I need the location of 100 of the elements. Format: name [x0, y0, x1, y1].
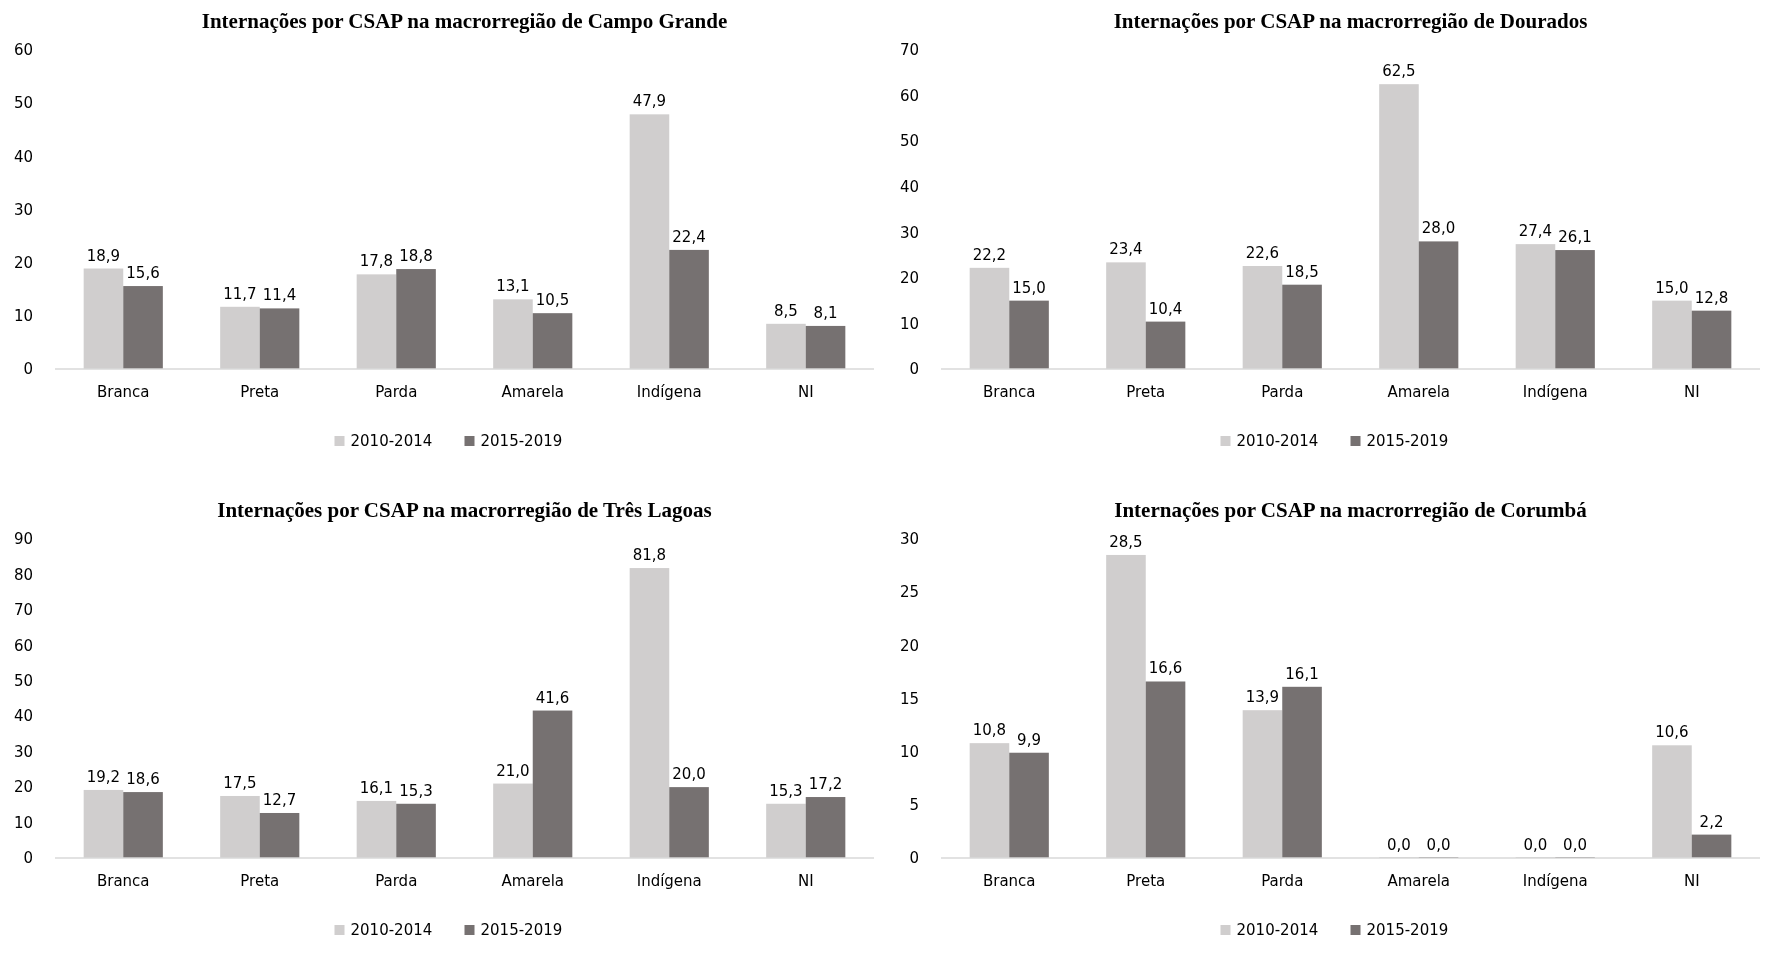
data-label: 13,9: [1245, 688, 1280, 707]
x-tick-label: Preta: [1126, 872, 1166, 890]
data-label: 22,6: [1245, 244, 1280, 263]
data-label: 0,0: [1387, 836, 1411, 854]
y-tick-label: 50: [13, 94, 33, 113]
data-label: 21,0: [496, 761, 530, 780]
y-tick-label: 20: [899, 636, 919, 655]
y-tick-label: 30: [13, 742, 33, 761]
legend-label: 2010-2014: [350, 921, 433, 940]
data-label: 8,5: [774, 301, 798, 320]
chart-title: Internações por CSAP na macrorregião de Três Lagoas: [217, 498, 712, 522]
data-label: 22,4: [672, 227, 706, 246]
x-tick-label: Amarela: [501, 872, 564, 890]
data-label: 22,2: [972, 245, 1007, 264]
data-label: 10,5: [535, 291, 570, 310]
y-tick-label: 30: [899, 530, 919, 549]
data-label: 18,9: [86, 246, 121, 265]
data-label: 8,1: [813, 303, 838, 322]
y-tick-label: 40: [899, 177, 919, 196]
x-tick-label: Parda: [375, 383, 418, 401]
y-tick-label: 30: [13, 200, 33, 219]
y-tick-label: 0: [909, 360, 919, 379]
data-label: 15,0: [1012, 278, 1046, 297]
y-tick-label: 50: [899, 132, 919, 151]
data-label: 11,7: [223, 284, 257, 303]
legend-label: 2015-2019: [480, 432, 563, 451]
data-label: 17,2: [808, 775, 843, 794]
data-label: 2,2: [1699, 812, 1724, 831]
x-tick-label: Indígena: [636, 872, 702, 890]
chart-title: Internações por CSAP na macrorregião de Dourados: [1113, 9, 1588, 33]
x-tick-label: Branca: [96, 383, 150, 401]
y-tick-label: 60: [899, 86, 919, 105]
y-tick-label: 15: [899, 689, 919, 708]
data-label: 12,7: [262, 790, 297, 809]
x-tick-label: Preta: [240, 383, 280, 401]
y-tick-label: 10: [13, 813, 33, 832]
legend-label: 2015-2019: [480, 921, 563, 940]
x-tick-label: Branca: [982, 383, 1036, 401]
legend-label: 2015-2019: [1366, 432, 1449, 451]
x-tick-label: NI: [797, 383, 814, 401]
y-tick-label: 20: [13, 253, 33, 272]
y-tick-label: 30: [899, 223, 919, 242]
x-tick-label: Amarela: [501, 383, 564, 401]
data-label: 15,6: [126, 264, 160, 283]
legend-label: 2010-2014: [350, 432, 433, 451]
data-label: 26,1: [1558, 228, 1592, 247]
data-label: 16,6: [1148, 659, 1183, 678]
x-tick-label: Amarela: [1387, 383, 1450, 401]
data-label: 41,6: [535, 688, 570, 707]
legend-label: 2010-2014: [1236, 432, 1319, 451]
data-label: 17,8: [359, 252, 394, 271]
data-label: 18,8: [399, 247, 433, 266]
y-tick-label: 0: [909, 849, 919, 868]
y-tick-label: 25: [899, 583, 919, 602]
data-label: 27,4: [1518, 222, 1553, 241]
y-tick-label: 80: [13, 565, 33, 584]
data-label: 17,5: [223, 773, 257, 792]
data-label: 15,3: [769, 781, 803, 800]
data-label: 9,9: [1017, 730, 1041, 749]
data-label: 16,1: [359, 778, 394, 797]
data-label: 0,0: [1426, 836, 1451, 854]
x-tick-label: Parda: [375, 872, 418, 890]
data-label: 10,8: [972, 721, 1007, 740]
chart-title: Internações por CSAP na macrorregião de Campo Grande: [201, 9, 728, 33]
data-label: 10,4: [1148, 299, 1183, 318]
y-tick-label: 0: [23, 849, 33, 868]
y-tick-label: 20: [13, 778, 33, 797]
data-label: 0,0: [1563, 836, 1587, 854]
y-tick-label: 40: [13, 147, 33, 166]
y-tick-label: 10: [13, 307, 33, 326]
x-tick-label: Preta: [240, 872, 280, 890]
data-label: 62,5: [1382, 62, 1416, 81]
x-tick-label: Amarela: [1387, 872, 1450, 890]
data-label: 12,8: [1694, 288, 1729, 307]
x-tick-label: NI: [1683, 872, 1700, 890]
x-tick-label: NI: [797, 872, 814, 890]
y-tick-label: 70: [13, 601, 33, 620]
data-label: 28,5: [1109, 532, 1143, 551]
legend-label: 2010-2014: [1236, 921, 1319, 940]
x-tick-label: Parda: [1261, 383, 1304, 401]
y-tick-label: 5: [909, 796, 919, 815]
y-tick-label: 60: [13, 41, 33, 60]
data-label: 15,3: [399, 781, 433, 800]
data-label: 18,6: [126, 770, 160, 789]
x-tick-label: Indígena: [1522, 383, 1588, 401]
y-tick-label: 60: [13, 636, 33, 655]
legend-label: 2015-2019: [1366, 921, 1449, 940]
x-tick-label: Branca: [96, 872, 150, 890]
x-tick-label: Parda: [1261, 872, 1304, 890]
y-tick-label: 50: [13, 672, 33, 691]
x-tick-label: NI: [1683, 383, 1700, 401]
data-label: 15,0: [1655, 278, 1689, 297]
y-tick-label: 90: [13, 530, 33, 549]
data-label: 18,5: [1285, 262, 1319, 281]
data-label: 47,9: [632, 92, 667, 111]
data-label: 11,4: [262, 286, 297, 305]
y-tick-label: 10: [899, 314, 919, 333]
data-label: 0,0: [1523, 836, 1548, 854]
data-label: 19,2: [86, 767, 121, 786]
x-tick-label: Indígena: [1522, 872, 1588, 890]
